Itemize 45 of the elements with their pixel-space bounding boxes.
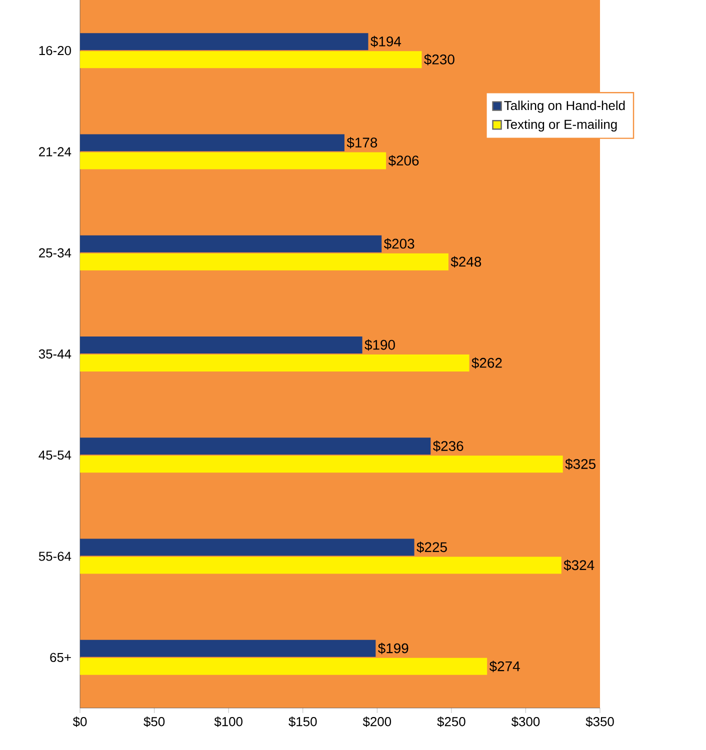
- data-label: $236: [432, 440, 464, 452]
- bar: [80, 51, 422, 68]
- x-tick-label: $350: [586, 716, 614, 727]
- legend-label: Talking on Hand-held: [504, 100, 625, 113]
- x-tick-label: $200: [362, 716, 392, 727]
- y-tick-label: 16-20: [39, 46, 71, 56]
- data-label: $178: [346, 137, 378, 148]
- bar: [80, 134, 344, 152]
- y-tick-label: 55-64: [38, 552, 72, 561]
- data-label: $225: [416, 542, 447, 553]
- x-tick-label: $50: [144, 716, 165, 727]
- bar: [80, 354, 470, 372]
- y-tick-label: 25-34: [39, 248, 72, 258]
- bar: [80, 456, 563, 473]
- bar: [80, 33, 368, 50]
- x-tick-label: $150: [288, 716, 317, 727]
- data-label: $203: [384, 238, 414, 250]
- x-tick-label: $300: [511, 716, 540, 727]
- data-label: $325: [565, 458, 596, 470]
- bar: [80, 253, 448, 270]
- y-tick-label: 65+: [50, 652, 71, 662]
- bar: [80, 538, 414, 556]
- data-label: $274: [489, 660, 520, 672]
- x-tick-label: $100: [214, 716, 242, 727]
- y-tick-label: 35-44: [38, 349, 72, 359]
- x-tick-label: $250: [437, 716, 466, 727]
- y-tick-label: 45-54: [38, 450, 72, 460]
- bar: [80, 556, 562, 574]
- bar: [80, 235, 382, 252]
- data-label: $194: [370, 36, 402, 48]
- x-tick-label: $0: [72, 716, 87, 727]
- data-label: $199: [378, 642, 408, 654]
- data-label: $262: [472, 357, 502, 369]
- data-label: $206: [388, 155, 419, 166]
- bar: [80, 640, 376, 657]
- data-label: $190: [364, 339, 395, 351]
- y-tick-label: 21-24: [39, 147, 72, 156]
- data-label: $324: [564, 560, 594, 571]
- legend-label: Texting or E-mailing: [504, 119, 617, 132]
- bar: [80, 438, 431, 455]
- bar: [80, 336, 362, 354]
- bar: [80, 658, 488, 675]
- data-label: $230: [424, 54, 454, 66]
- bar: [80, 152, 386, 170]
- data-label: $248: [450, 256, 482, 268]
